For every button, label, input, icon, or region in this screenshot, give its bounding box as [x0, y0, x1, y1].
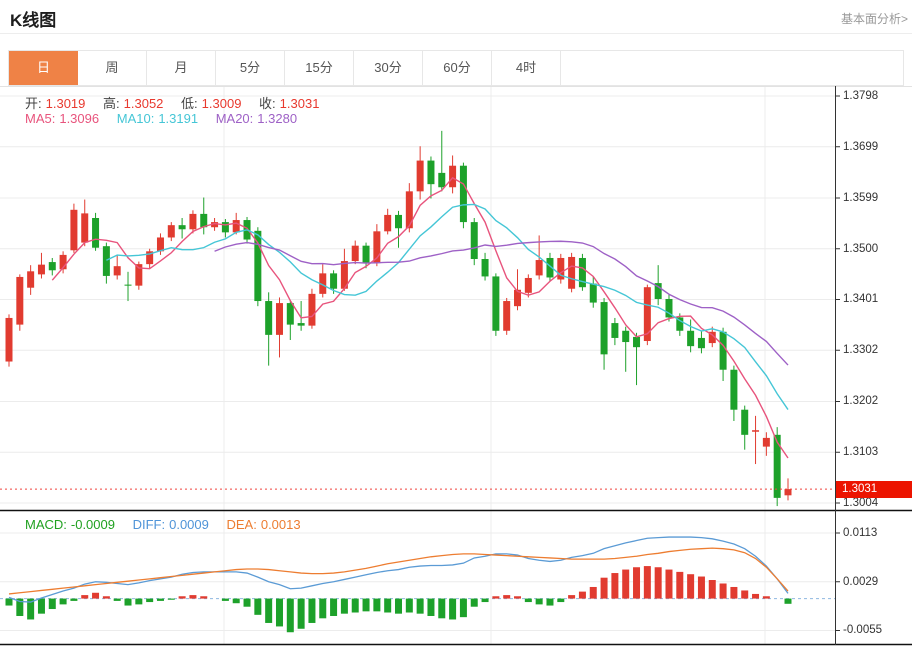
price-tick-label: 1.3302 [843, 344, 879, 356]
price-tick-label: 1.3202 [843, 395, 879, 407]
diff-value: 0.0009 [169, 517, 209, 532]
ma5-label: MA5: [25, 111, 56, 126]
ma20-label: MA20: [215, 111, 254, 126]
page-title: K线图 [10, 11, 57, 30]
macd-tick-label: 0.0113 [843, 527, 878, 539]
ohlc-legend: 开: 1.3019 高: 1.3052 低: 1.3009 收: 1.3031 [25, 93, 323, 112]
close-label: 收: [259, 96, 276, 111]
macd-legend: MACD: -0.0009 DIFF: 0.0009 DEA: 0.0013 [25, 517, 305, 532]
tab-5min[interactable]: 5分 [216, 51, 285, 85]
tab-week[interactable]: 周 [78, 51, 147, 85]
price-tick-label: 1.3599 [843, 192, 879, 204]
tab-60min[interactable]: 60分 [423, 51, 492, 85]
high-value: 1.3052 [123, 96, 164, 111]
price-tick-label: 1.3103 [843, 446, 879, 458]
high-label: 高: [103, 96, 120, 111]
price-tick-label: 1.3798 [843, 90, 879, 102]
price-tick-label: 1.3699 [843, 141, 879, 153]
macd-tick-label: -0.0055 [843, 624, 883, 636]
fundamental-analysis-link[interactable]: 基本面分析> [840, 12, 908, 26]
close-value: 1.3031 [279, 96, 320, 111]
diff-label: DIFF: [132, 517, 166, 532]
interval-tab-bar: 日 周 月 5分 15分 30分 60分 4时 [8, 50, 904, 86]
tab-month[interactable]: 月 [147, 51, 216, 85]
current-price-badge: 1.3031 [836, 481, 912, 498]
tab-day[interactable]: 日 [9, 51, 78, 85]
macd-label: MACD: [25, 517, 67, 532]
open-value: 1.3019 [45, 96, 86, 111]
price-tick-label: 1.3004 [843, 497, 879, 509]
open-label: 开: [25, 96, 42, 111]
ma20-value: 1.3280 [257, 111, 298, 126]
price-tick-label: 1.3500 [843, 243, 879, 255]
ma5-value: 1.3096 [59, 111, 100, 126]
low-label: 低: [181, 96, 198, 111]
tab-4hour[interactable]: 4时 [492, 51, 561, 85]
dea-value: 0.0013 [260, 517, 301, 532]
tab-15min[interactable]: 15分 [285, 51, 354, 85]
low-value: 1.3009 [201, 96, 242, 111]
macd-tick-label: 0.0029 [843, 576, 879, 588]
tab-30min[interactable]: 30分 [354, 51, 423, 85]
price-tick-label: 1.3401 [843, 293, 879, 305]
page-header: K线图 基本面分析> [0, 0, 912, 34]
dea-label: DEA: [226, 517, 257, 532]
ma10-value: 1.3191 [158, 111, 199, 126]
ma10-label: MA10: [116, 111, 155, 126]
ma-legend: MA5: 1.3096 MA10: 1.3191 MA20: 1.3280 [25, 111, 301, 126]
macd-value: -0.0009 [70, 517, 115, 532]
